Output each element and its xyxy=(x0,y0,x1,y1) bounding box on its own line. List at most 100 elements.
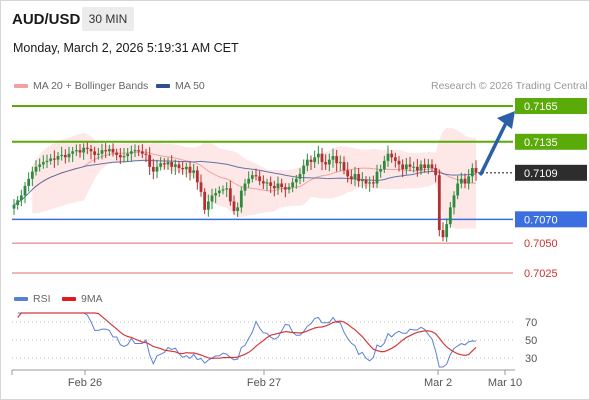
rsi-tick-50: 50 xyxy=(525,335,537,347)
candle-body xyxy=(419,164,423,171)
candle-body xyxy=(126,153,130,157)
candle-body xyxy=(309,159,313,163)
candle-body xyxy=(49,158,53,161)
candle-body xyxy=(181,168,185,170)
candle-body xyxy=(437,175,441,231)
candle-body xyxy=(203,191,207,210)
candle-body xyxy=(210,195,214,202)
level-box-0.7165 xyxy=(515,98,587,114)
candle-body xyxy=(221,189,225,191)
candle-body xyxy=(390,153,394,158)
candle-body xyxy=(382,160,386,170)
candle-body xyxy=(133,150,137,152)
candle-body xyxy=(206,201,210,210)
candle-body xyxy=(434,168,438,176)
candle-body xyxy=(298,173,302,179)
candle-body xyxy=(261,181,265,184)
candle-body xyxy=(151,166,155,172)
candle-body xyxy=(404,164,408,170)
candle-body xyxy=(423,164,427,169)
candle-body xyxy=(368,182,372,184)
candle-body xyxy=(459,178,463,184)
candle-body xyxy=(232,201,236,211)
candle-body xyxy=(184,166,188,170)
candle-body xyxy=(78,150,82,153)
candle-body xyxy=(85,147,89,149)
candle-body xyxy=(89,148,93,152)
candle-body xyxy=(371,182,375,184)
candle-body xyxy=(82,147,86,153)
candle-body xyxy=(426,164,430,169)
candle-body xyxy=(188,166,192,173)
candle-body xyxy=(445,224,449,238)
rsi-tick-70: 70 xyxy=(525,317,537,329)
candle-body xyxy=(353,173,357,179)
symbol-title: AUD/USD xyxy=(12,11,81,28)
last-price-label: 0.7109 xyxy=(524,168,558,180)
candle-body xyxy=(228,188,232,202)
candle-body xyxy=(430,164,434,169)
candle-body xyxy=(93,151,97,155)
timeframe-button[interactable]: 30 MIN xyxy=(82,7,134,31)
candle-body xyxy=(107,148,111,152)
rsi-line xyxy=(17,312,477,368)
candle-body xyxy=(305,159,309,166)
bollinger-legend-label: MA 20 + Bollinger Bands xyxy=(33,80,149,92)
level-box-0.7135 xyxy=(515,133,587,150)
candle-body xyxy=(23,185,27,196)
candle-body xyxy=(137,150,141,152)
candle-body xyxy=(408,164,412,167)
candle-body xyxy=(324,162,328,165)
candle-body xyxy=(67,153,71,158)
candle-body xyxy=(140,151,144,154)
candle-body xyxy=(272,185,276,189)
candle-body xyxy=(63,154,67,158)
candle-body xyxy=(250,175,254,179)
candle-body xyxy=(349,176,353,179)
x-tick-label: Mar 2 xyxy=(424,377,452,389)
candle-body xyxy=(199,182,203,192)
level-label-0.7165: 0.7165 xyxy=(524,101,558,113)
candle-body xyxy=(45,160,49,163)
candle-body xyxy=(320,153,324,163)
rsi-tick-30: 30 xyxy=(525,353,537,365)
candle-body xyxy=(177,164,181,169)
candle-body xyxy=(243,183,247,191)
candle-body xyxy=(100,150,104,154)
ma9-legend-label: 9MA xyxy=(81,293,103,305)
bollinger-legend-swatch xyxy=(14,84,28,88)
candle-body xyxy=(34,166,38,172)
candle-body xyxy=(30,171,34,179)
candle-body xyxy=(129,151,133,154)
candle-body xyxy=(287,187,291,190)
level-label-0.7025: 0.7025 xyxy=(524,268,558,280)
scenario-arrow-shaft xyxy=(479,123,507,176)
candle-body xyxy=(173,164,177,167)
scenario-arrow-head xyxy=(497,111,515,129)
datetime-label: Monday, March 2, 2026 5:19:31 AM CET xyxy=(13,41,239,55)
research-credit: Research © 2026 Trading Central xyxy=(431,80,588,92)
candle-body xyxy=(52,158,56,160)
rsi-legend-swatch xyxy=(14,297,28,301)
candle-body xyxy=(338,162,342,164)
rsi-ma9-line xyxy=(17,312,477,360)
candle-body xyxy=(470,168,474,177)
candle-body xyxy=(280,183,284,188)
candle-body xyxy=(401,164,405,170)
candle-body xyxy=(225,188,229,190)
candle-body xyxy=(291,182,295,188)
candle-body xyxy=(448,207,452,225)
candle-body xyxy=(360,179,364,182)
candle-body xyxy=(335,156,339,164)
candle-body xyxy=(217,190,221,194)
candle-body xyxy=(254,175,258,177)
candle-body xyxy=(331,156,335,160)
candle-body xyxy=(283,187,287,190)
candle-body xyxy=(155,166,159,172)
candle-body xyxy=(467,176,471,184)
candle-body xyxy=(192,170,196,173)
candle-body xyxy=(19,195,23,201)
level-label-0.7070: 0.7070 xyxy=(524,214,558,226)
candle-body xyxy=(60,154,64,157)
candle-body xyxy=(16,200,20,206)
